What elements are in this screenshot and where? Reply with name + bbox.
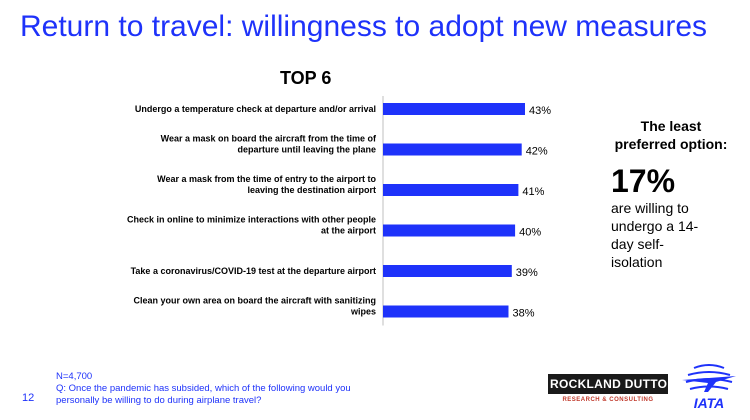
footnote-question: Q: Once the pandemic has subsided, which…: [56, 383, 351, 406]
category-label: Clean your own area on board the aircraf…: [133, 296, 376, 317]
footnote-sample: N=4,700: [56, 371, 93, 382]
side-panel-heading: The least preferred option:: [614, 118, 728, 152]
bar: [383, 143, 522, 156]
bar: [383, 265, 512, 277]
category-label: Take a coronavirus/COVID-19 test at the …: [131, 266, 376, 276]
category-label: Check in online to minimize interactions…: [127, 215, 376, 236]
iata-wordmark: IATA: [694, 395, 725, 411]
bar: [383, 224, 516, 237]
rockland-dutton-logo: ROCKLAND DUTTON RESEARCH & CONSULTING: [548, 374, 676, 403]
category-label: Wear a mask from the time of entry to th…: [157, 174, 376, 195]
data-label: 38%: [512, 308, 534, 320]
data-label: 43%: [529, 105, 551, 117]
rockland-dutton-subtitle: RESEARCH & CONSULTING: [562, 397, 654, 403]
page-title: Return to travel: willingness to adopt n…: [20, 10, 708, 43]
bar: [383, 184, 519, 196]
iata-logo: IATA: [682, 364, 736, 411]
rockland-dutton-name: ROCKLAND DUTTON: [548, 374, 676, 394]
side-panel: The least preferred option: 17% are will…: [611, 117, 731, 271]
chart-title: TOP 6: [280, 68, 332, 88]
category-label: Wear a mask on board the aircraft from t…: [161, 134, 377, 155]
footnote: N=4,700 Q: Once the pandemic has subside…: [56, 371, 386, 407]
data-label: 41%: [522, 186, 544, 198]
category-label: Undergo a temperature check at departure…: [135, 104, 376, 114]
iata-plane-icon: [682, 376, 736, 392]
side-panel-value: 17%: [611, 163, 676, 199]
data-label: 42%: [526, 146, 548, 158]
data-label: 39%: [516, 267, 538, 279]
page-number: 12: [22, 392, 35, 404]
side-panel-text: are willing to undergo a 14-day self-iso…: [611, 200, 699, 270]
bar: [383, 103, 525, 115]
bar: [383, 305, 509, 318]
data-label: 40%: [519, 227, 541, 239]
